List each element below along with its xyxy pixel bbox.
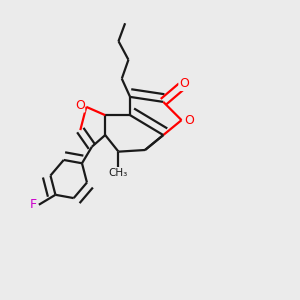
Text: O: O	[179, 77, 189, 90]
Text: CH₃: CH₃	[109, 168, 128, 178]
Text: F: F	[30, 198, 37, 211]
Text: O: O	[184, 114, 194, 127]
Text: O: O	[75, 99, 85, 112]
